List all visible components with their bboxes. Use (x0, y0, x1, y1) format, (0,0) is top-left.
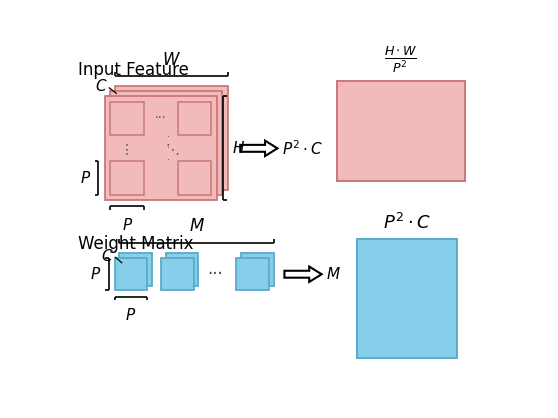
Text: Weight Matrix: Weight Matrix (78, 235, 193, 253)
Bar (110, 161, 144, 195)
Bar (105, 97, 217, 200)
Bar (110, 91, 223, 195)
Bar (115, 258, 147, 291)
Bar (337, 81, 465, 181)
Bar (110, 102, 144, 135)
Text: $M$: $M$ (326, 266, 341, 282)
Bar (161, 258, 194, 291)
Text: $C$: $C$ (95, 78, 108, 94)
Text: $P$: $P$ (79, 170, 90, 186)
Bar (177, 102, 211, 135)
Text: $P^2 \cdot C$: $P^2 \cdot C$ (383, 212, 431, 233)
Text: ···: ··· (207, 265, 223, 283)
Text: ·
·
·: · · · (167, 132, 170, 165)
Bar (166, 253, 199, 286)
Text: $C$: $C$ (100, 248, 113, 264)
Bar (177, 161, 211, 195)
Text: ···: ··· (155, 112, 167, 125)
Text: ⋱: ⋱ (165, 143, 179, 158)
Text: $P$: $P$ (122, 217, 133, 233)
Polygon shape (285, 267, 321, 282)
Bar (119, 253, 152, 286)
Text: $P$: $P$ (126, 307, 137, 324)
Text: $P^2 \cdot C$: $P^2 \cdot C$ (282, 139, 323, 158)
Polygon shape (240, 140, 277, 156)
Text: $H$: $H$ (233, 140, 246, 156)
Text: Input Feature: Input Feature (78, 61, 189, 79)
Bar (357, 239, 457, 358)
Bar (241, 253, 273, 286)
Text: $P$: $P$ (90, 266, 101, 282)
Bar (116, 86, 228, 189)
Bar (237, 258, 269, 291)
Text: $M$: $M$ (189, 217, 204, 235)
Text: $W$: $W$ (162, 51, 181, 69)
Text: ⋮: ⋮ (120, 143, 134, 158)
Text: $\frac{H \cdot W}{P^2}$: $\frac{H \cdot W}{P^2}$ (384, 45, 418, 75)
